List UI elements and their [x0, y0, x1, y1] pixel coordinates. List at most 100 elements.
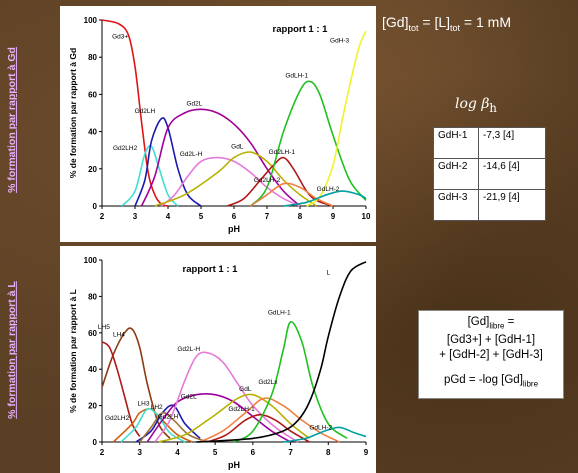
- series-line: [196, 261, 367, 443]
- side-label-bottom-text: % formation par rapport à L: [6, 281, 18, 419]
- table-cell-species: GdH-1: [433, 127, 479, 159]
- series-line: [199, 397, 340, 443]
- y-axis-label: % de formation par rapport à Gd: [68, 48, 78, 178]
- y-tick-label: 20: [88, 165, 97, 174]
- x-tick-label: 6: [251, 448, 256, 457]
- table-cell-value: -14,6 [4]: [478, 158, 546, 190]
- series-line: [283, 190, 367, 207]
- pgd-line4: pGd = -log [Gd]libre: [421, 373, 561, 391]
- series-line: [207, 413, 310, 443]
- species-label: Gd2LH2: [113, 145, 138, 152]
- species-label: LH2: [151, 404, 163, 411]
- chart-bottom: 2 3 4 5 6 7 8 9 0 20 40 60 80 100 pH % de formation par…: [68, 256, 369, 470]
- species-label: GdLH-2: [309, 424, 332, 431]
- x-tick-label: 3: [133, 212, 138, 221]
- x-tick-label: 2: [100, 448, 105, 457]
- species-label: GdL: [239, 386, 252, 393]
- species-label: Gd2LH2: [105, 415, 130, 422]
- species-label: Gd3+: [112, 34, 128, 41]
- log-beta-text: log β: [455, 96, 490, 112]
- x-axis-label: pH: [228, 460, 240, 470]
- y-tick-label: 60: [88, 90, 97, 99]
- side-label-top: % formation par rapport à Gd: [0, 10, 24, 230]
- x-tick-label: 7: [288, 448, 293, 457]
- species-label: GdL: [231, 143, 244, 150]
- series-line: [158, 393, 310, 443]
- species-label: Gd2Lx: [258, 379, 278, 386]
- side-label-bottom: % formation par rapport à L: [0, 240, 24, 460]
- table-cell-species: GdH-2: [433, 158, 479, 190]
- table-row: GdH-1 -7,3 [4]: [433, 127, 546, 159]
- species-label: Gd2LH: [158, 413, 179, 420]
- x-tick-label: 9: [364, 448, 369, 457]
- species-label: Gd2L-H: [180, 151, 203, 158]
- x-tick-label: 4: [175, 448, 180, 457]
- y-tick-label: 0: [93, 438, 98, 447]
- pgd-line4-text: pGd = -log [Gd]: [443, 374, 523, 387]
- table-cell-species: GdH-3: [433, 189, 479, 221]
- pgd-line1: [Gd]libre =: [421, 315, 561, 333]
- series-line: [233, 321, 348, 443]
- y-tick-label: 60: [88, 329, 97, 338]
- x-tick-label: 5: [213, 448, 218, 457]
- x-tick-label: 5: [199, 212, 204, 221]
- species-label: Gd2LH-2: [254, 177, 281, 184]
- species-label: LH3: [138, 401, 150, 408]
- series-line: [135, 404, 201, 443]
- series-line: [121, 145, 179, 207]
- formula-a: [Gd]: [382, 14, 409, 30]
- formula-b-sub: tot: [450, 22, 461, 33]
- pgd-line2: [Gd3+] + [GdH-1]: [446, 334, 536, 347]
- series-line: [154, 351, 299, 443]
- species-label: GdLH-1: [285, 73, 308, 80]
- x-tick-label: 4: [166, 212, 171, 221]
- species-label: LH4: [113, 331, 125, 338]
- table-cell-value: -21,9 [4]: [478, 189, 546, 221]
- series-line: [282, 426, 367, 443]
- concentration-formula: [Gd]tot = [L]tot = 1 mM: [382, 14, 511, 33]
- log-beta-heading: log βh: [455, 96, 497, 115]
- species-label: Gd2LH: [135, 108, 156, 115]
- species-label: Gd2L: [186, 101, 202, 108]
- pgd-line1-tail: =: [504, 316, 515, 328]
- chart-title: rapport 1 : 1: [273, 24, 329, 35]
- species-label: Gd2L: [181, 393, 197, 400]
- species-label: Gd2LH-1: [269, 149, 296, 156]
- x-axis-label: pH: [228, 224, 240, 234]
- y-tick-label: 80: [88, 53, 97, 62]
- log-beta-table: GdH-1 -7,3 [4] GdH-2 -14,6 [4] GdH-3 -21…: [433, 127, 546, 221]
- species-label: GdLH-1: [268, 310, 291, 317]
- series-line: [306, 30, 367, 207]
- series-line: [120, 408, 186, 443]
- x-tick-label: 7: [265, 212, 270, 221]
- series-line: [227, 156, 334, 207]
- formula-a-sub: tot: [408, 22, 419, 33]
- species-label: GdLH-2: [317, 186, 340, 193]
- y-tick-label: 100: [84, 256, 98, 265]
- species-label: GdH-3: [330, 37, 350, 44]
- series-line: [250, 182, 334, 207]
- series-line: [160, 156, 301, 207]
- table-row: GdH-2 -14,6 [4]: [433, 158, 546, 190]
- table-cell-value: -7,3 [4]: [478, 127, 546, 159]
- series-line: [154, 151, 317, 207]
- pgd-definition-box: [Gd]libre = [Gd3+] + [GdH-1] + [GdH-2] +…: [418, 310, 564, 399]
- y-axis-label: % de formation par rapport à L: [68, 289, 78, 413]
- x-tick-label: 8: [298, 212, 303, 221]
- pgd-line4-sub: libre: [522, 379, 539, 389]
- pgd-line3: + [GdH-2] + [GdH-3]: [439, 349, 543, 362]
- y-tick-label: 0: [93, 202, 98, 211]
- table-row: GdH-3 -21,9 [4]: [433, 189, 546, 221]
- x-tick-label: 3: [137, 448, 142, 457]
- series-line: [101, 341, 141, 437]
- log-beta-sub: h: [489, 100, 497, 115]
- species-label: Gd2LH-1: [228, 406, 255, 413]
- x-tick-label: 9: [331, 212, 336, 221]
- series-line: [134, 117, 202, 207]
- y-tick-label: 40: [88, 365, 97, 374]
- y-tick-label: 100: [84, 16, 98, 25]
- x-tick-label: 6: [232, 212, 237, 221]
- species-label: L: [326, 270, 330, 277]
